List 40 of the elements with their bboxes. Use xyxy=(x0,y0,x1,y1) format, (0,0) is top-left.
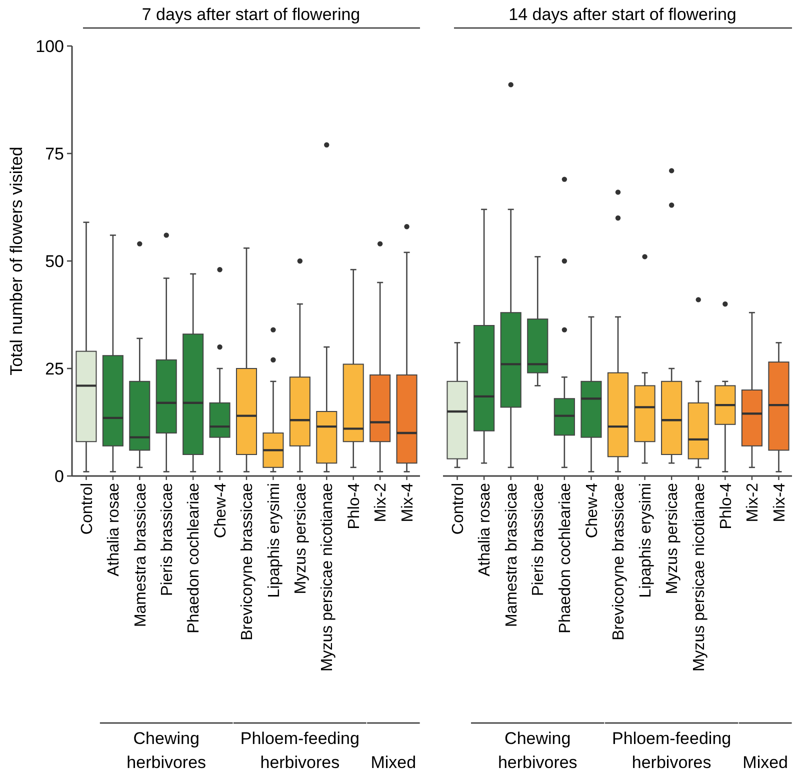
text: Phloem-feeding herbivores xyxy=(240,729,360,772)
x-tick-label: Control xyxy=(78,483,96,535)
x-tick-label: Athalia rosae xyxy=(106,482,123,576)
x-tick-label: Mamestra brassicae xyxy=(503,482,520,628)
text: Mixed xyxy=(742,753,788,772)
x-tick-label: Phaedon cochleariae xyxy=(557,482,574,634)
y-axis-title: Total number of flowers visited xyxy=(7,146,26,376)
x-tick-label: Mix-4 xyxy=(399,482,416,522)
text: Chewing herbivores xyxy=(498,729,578,772)
x-tick-label: Chew-4 xyxy=(212,482,230,538)
text: Mixed xyxy=(370,753,416,772)
x-tick-label: Athalia rosae xyxy=(476,482,494,576)
y-tick-label: 25 xyxy=(45,359,64,378)
x-tick-label: Myzus persicae xyxy=(664,482,682,594)
x-tick-label: Myzus persicae nicotianae xyxy=(319,482,336,672)
x-tick-label: Mix-2 xyxy=(372,482,390,522)
x-tick-label: Phlo-4 xyxy=(346,482,363,530)
x-tick-label: Lipaphis erysimi xyxy=(637,483,654,598)
x-tick-label: Pieris brassicae xyxy=(530,482,548,596)
x-tick-label: Mamestra brassicae xyxy=(132,482,150,628)
x-tick-label: Myzus persicae xyxy=(292,482,310,594)
x-tick-label: Brevicoryne brassicae xyxy=(239,482,256,640)
y-tick-label: 75 xyxy=(45,144,64,164)
x-tick-label: Mix-4 xyxy=(771,482,788,522)
text: Chewing herbivores xyxy=(126,729,206,772)
x-tick-label: Phaedon cochleariae xyxy=(186,482,203,634)
chart-title: 7 days after start of flowering xyxy=(142,5,360,24)
x-tick-label: Mix-2 xyxy=(744,482,762,522)
x-tick-label: Control xyxy=(450,483,467,535)
x-tick-label: Brevicoryne brassicae xyxy=(610,482,628,640)
text: Phloem-feeding herbivores xyxy=(612,729,732,772)
y-tick-label: 50 xyxy=(45,252,64,271)
x-tick-label: Chew-4 xyxy=(584,482,601,538)
x-tick-label: Lipaphis erysimi xyxy=(266,483,283,598)
x-tick-label: Pieris brassicae xyxy=(158,482,176,596)
x-tick-label: Phlo-4 xyxy=(718,482,735,530)
x-tick-label: Myzus persicae nicotianae xyxy=(690,482,708,672)
y-tick-label: 0 xyxy=(54,466,64,486)
y-tick-label: 100 xyxy=(36,36,64,56)
chart-title: 14 days after start of flowering xyxy=(508,5,736,24)
